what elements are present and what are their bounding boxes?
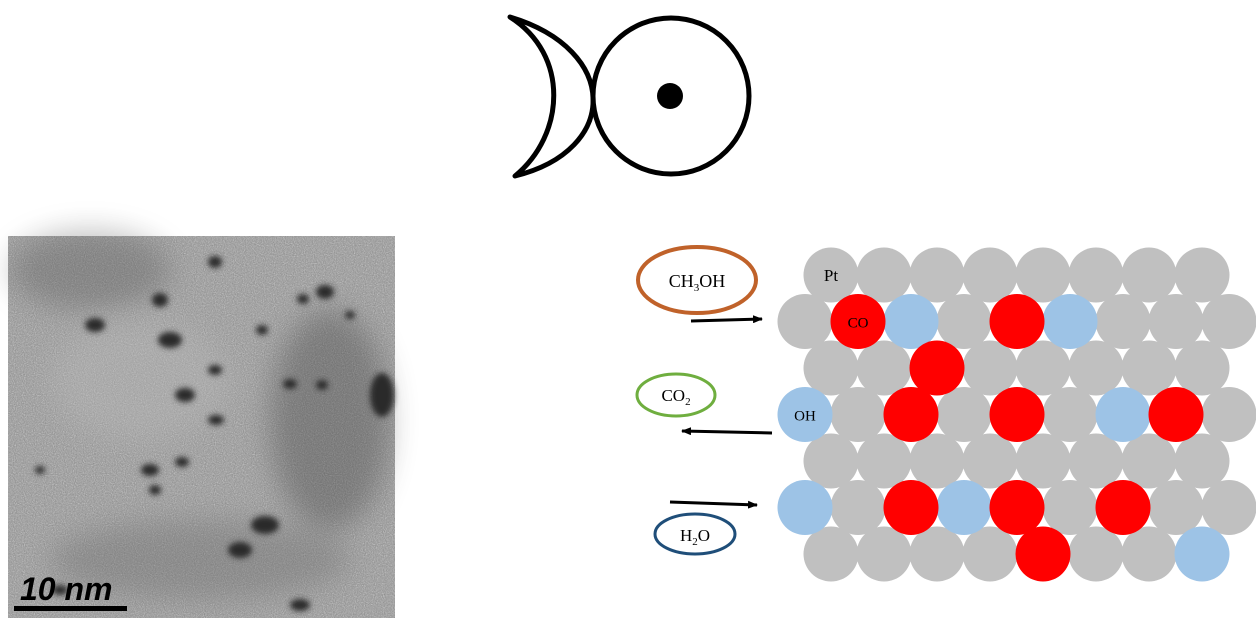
co-adsorbate (1148, 387, 1204, 442)
co-adsorbate (989, 294, 1045, 349)
pt-atom (856, 340, 912, 396)
pt-atom (909, 433, 965, 489)
oh-adsorbate (777, 480, 833, 535)
co2-label-main: CO (661, 386, 685, 405)
co-adsorbate (989, 387, 1045, 442)
crescent-circle-logo (507, 14, 752, 179)
pt-atom (1068, 247, 1124, 303)
pt-atom (1015, 340, 1071, 396)
co-adsorbate (909, 340, 965, 396)
pt-atom (1068, 340, 1124, 396)
pt-atom (1121, 526, 1177, 582)
oh-adsorbate (777, 387, 833, 442)
pt-surface: Pt CO OH (777, 247, 1256, 582)
svg-text:CO2: CO2 (661, 386, 690, 408)
reactant-co2: CO2 (635, 372, 717, 418)
oh-adsorbate (883, 294, 939, 349)
pt-atom (936, 294, 992, 349)
pt-atom (1174, 433, 1230, 489)
pt-atom (909, 247, 965, 303)
pt-atom (1121, 247, 1177, 303)
pt-atom (1068, 526, 1124, 582)
oh-adsorbate (1095, 387, 1151, 442)
arrow-water-into-surface (669, 500, 758, 509)
pt-atom (1148, 294, 1204, 349)
pt-atom (856, 433, 912, 489)
pt-atom (803, 526, 859, 582)
tem-micrograph: 10 nm (8, 230, 395, 618)
pt-atom (856, 247, 912, 303)
pt-atom (1068, 433, 1124, 489)
water-label-main: H (680, 526, 692, 545)
pt-label: Pt (824, 266, 838, 285)
methanol-label-sub: 3 (694, 282, 700, 294)
pt-atom (936, 387, 992, 442)
pt-atom (962, 247, 1018, 303)
co-adsorbate (1015, 526, 1071, 582)
pt-atom (1121, 433, 1177, 489)
pt-atom (777, 294, 833, 349)
pt-atom (1042, 480, 1098, 535)
pt-atom (830, 480, 886, 535)
crescent-icon (507, 14, 596, 179)
pt-atom (1015, 433, 1071, 489)
pt-atom (856, 526, 912, 582)
pt-atom (1201, 294, 1256, 349)
pt-atom (1174, 247, 1230, 303)
scale-bar-label: 10 nm (20, 571, 112, 607)
oh-label: OH (794, 409, 816, 425)
pt-atom (962, 340, 1018, 396)
pt-atom (962, 526, 1018, 582)
water-label-sub: 2 (692, 536, 698, 548)
reactant-methanol: CH3OH (636, 245, 758, 315)
pt-atom (1148, 480, 1204, 535)
co-adsorbate (830, 294, 886, 349)
water-label-tail: O (698, 526, 710, 545)
pt-atom (803, 247, 859, 303)
methanol-label-tail: OH (699, 271, 725, 291)
pt-atom (1042, 387, 1098, 442)
pt-atom (962, 433, 1018, 489)
co-adsorbate (989, 480, 1045, 535)
oh-adsorbate (1042, 294, 1098, 349)
co-label: CO (848, 316, 869, 332)
svg-text:CH3OH: CH3OH (669, 271, 726, 294)
pt-atom (1174, 340, 1230, 396)
pt-atom (1095, 294, 1151, 349)
pt-atom (1201, 387, 1256, 442)
co-adsorbate (883, 387, 939, 442)
methanol-label-main: CH (669, 271, 694, 291)
arrow-out-of-surface (681, 427, 773, 436)
pt-atom (803, 433, 859, 489)
center-dot-icon (657, 83, 683, 109)
pt-atom (1201, 480, 1256, 535)
co-adsorbate (883, 480, 939, 535)
pt-atom (803, 340, 859, 396)
pt-atom (830, 387, 886, 442)
reactant-water: H2O (653, 512, 737, 556)
pt-atom (909, 526, 965, 582)
co2-label-sub: 2 (685, 396, 691, 408)
svg-text:H2O: H2O (680, 526, 710, 548)
oh-adsorbate (936, 480, 992, 535)
pt-atom (1015, 247, 1071, 303)
arrow-into-surface (690, 315, 763, 324)
pt-atom (1121, 340, 1177, 396)
co-adsorbate (1095, 480, 1151, 535)
oh-adsorbate (1174, 526, 1230, 582)
scale-bar (14, 606, 127, 611)
